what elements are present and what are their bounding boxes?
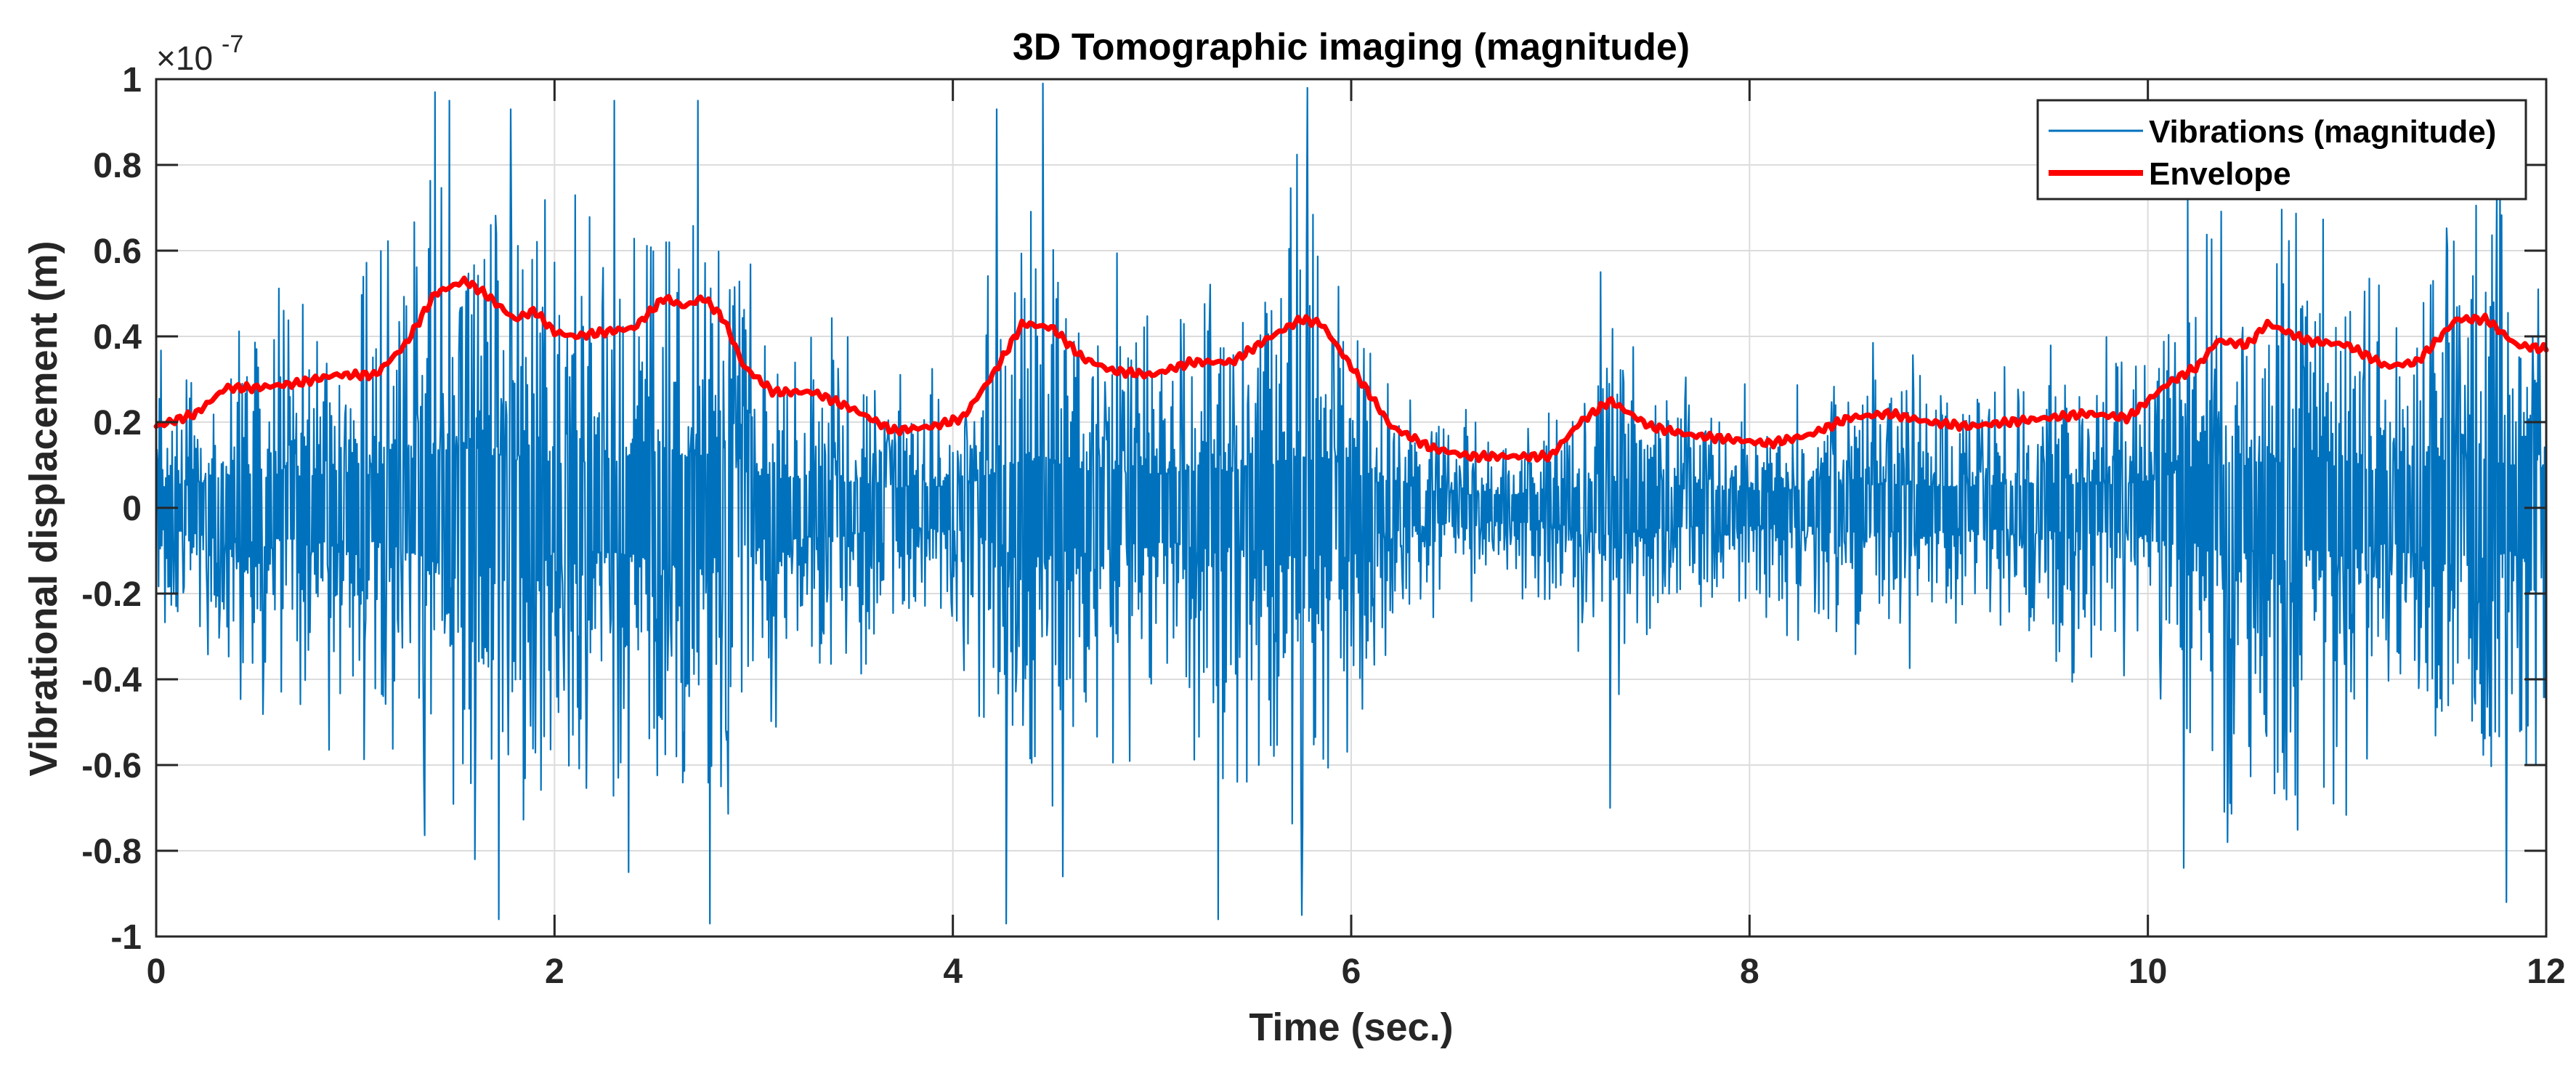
axis-ticks: 0 2 4 6 8 10 12 -1 -0.8 -0.6 -0.4 -0.2 0 0.2 0.4 0.6 0.8…: [81, 61, 2565, 991]
y-tick-label: -1: [110, 918, 142, 957]
y-tick-label: -0.8: [81, 833, 142, 871]
x-axis-label: Time (sec.): [1249, 1006, 1453, 1049]
y-tick-label: 0.4: [93, 318, 142, 357]
exponent-base: ×10: [156, 39, 213, 77]
y-tick-label: -0.4: [81, 661, 142, 700]
legend: Vibrations (magnitude) Envelope: [2036, 99, 2527, 201]
chart-title: 3D Tomographic imaging (magnitude): [1013, 26, 1690, 68]
x-tick-label: 8: [1740, 952, 1759, 991]
y-axis-label: Vibrational displacement (m): [22, 240, 65, 776]
x-tick-label: 6: [1342, 952, 1361, 991]
envelope-series: [153, 275, 2549, 464]
exponent-label: ×10 -7: [156, 31, 243, 77]
x-tick-label: 10: [2129, 952, 2167, 991]
vibrations-line: [155, 82, 2548, 925]
legend-label-vibrations: Vibrations (magnitude): [2149, 114, 2496, 150]
x-tick-label: 0: [147, 952, 166, 991]
x-tick-label: 4: [943, 952, 963, 991]
y-tick-label: 0.8: [93, 147, 142, 185]
x-tick-label: 2: [545, 952, 564, 991]
y-tick-label: 0.6: [93, 232, 142, 271]
envelope-line: [153, 275, 2549, 464]
y-tick-label: 0: [122, 490, 142, 528]
y-tick-label: -0.2: [81, 575, 142, 614]
y-tick-label: -0.6: [81, 747, 142, 785]
legend-box: [2036, 99, 2527, 201]
x-tick-label: 12: [2527, 952, 2565, 991]
y-tick-label: 0.2: [93, 404, 142, 442]
legend-label-envelope: Envelope: [2149, 156, 2291, 192]
y-tick-label: 1: [122, 61, 142, 100]
exponent-power: -7: [222, 31, 243, 58]
vibrations-series: [155, 82, 2548, 925]
